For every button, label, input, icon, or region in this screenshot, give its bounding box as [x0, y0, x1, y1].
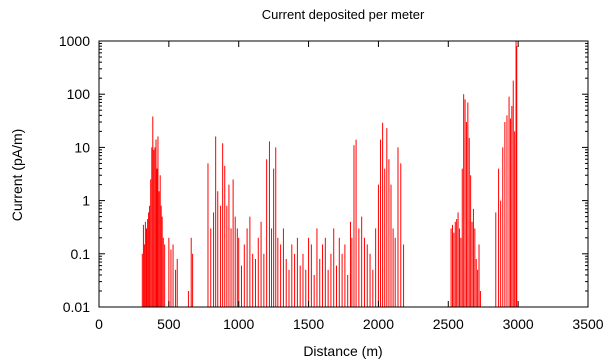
x-tick-label: 2500 — [433, 316, 464, 332]
axes — [98, 40, 589, 308]
y-tick-label: 0.01 — [63, 299, 90, 315]
bars — [141, 41, 518, 307]
x-tick-label: 3500 — [572, 316, 603, 332]
x-tick-label: 2000 — [363, 316, 394, 332]
ticks: 0 500 1000 1500 2000 2500 3000 3500 0.01 0.1 1 10 10… — [59, 33, 604, 332]
y-axis-label: Current (pA/m) — [9, 129, 25, 222]
plot-frame — [98, 40, 589, 308]
x-tick-label: 3000 — [503, 316, 534, 332]
y-tick-label: 0.1 — [71, 246, 91, 262]
y-tick-label: 1 — [82, 193, 90, 209]
x-tick-label: 500 — [157, 316, 181, 332]
x-tick-label: 1500 — [293, 316, 324, 332]
chart-title: Current deposited per meter — [262, 7, 425, 22]
x-axis-label: Distance (m) — [303, 343, 382, 359]
y-tick-label: 100 — [67, 86, 91, 102]
y-tick-label: 10 — [74, 139, 90, 155]
y-tick-label: 1000 — [59, 33, 90, 49]
x-tick-label: 1000 — [223, 316, 254, 332]
x-tick-label: 0 — [95, 316, 103, 332]
